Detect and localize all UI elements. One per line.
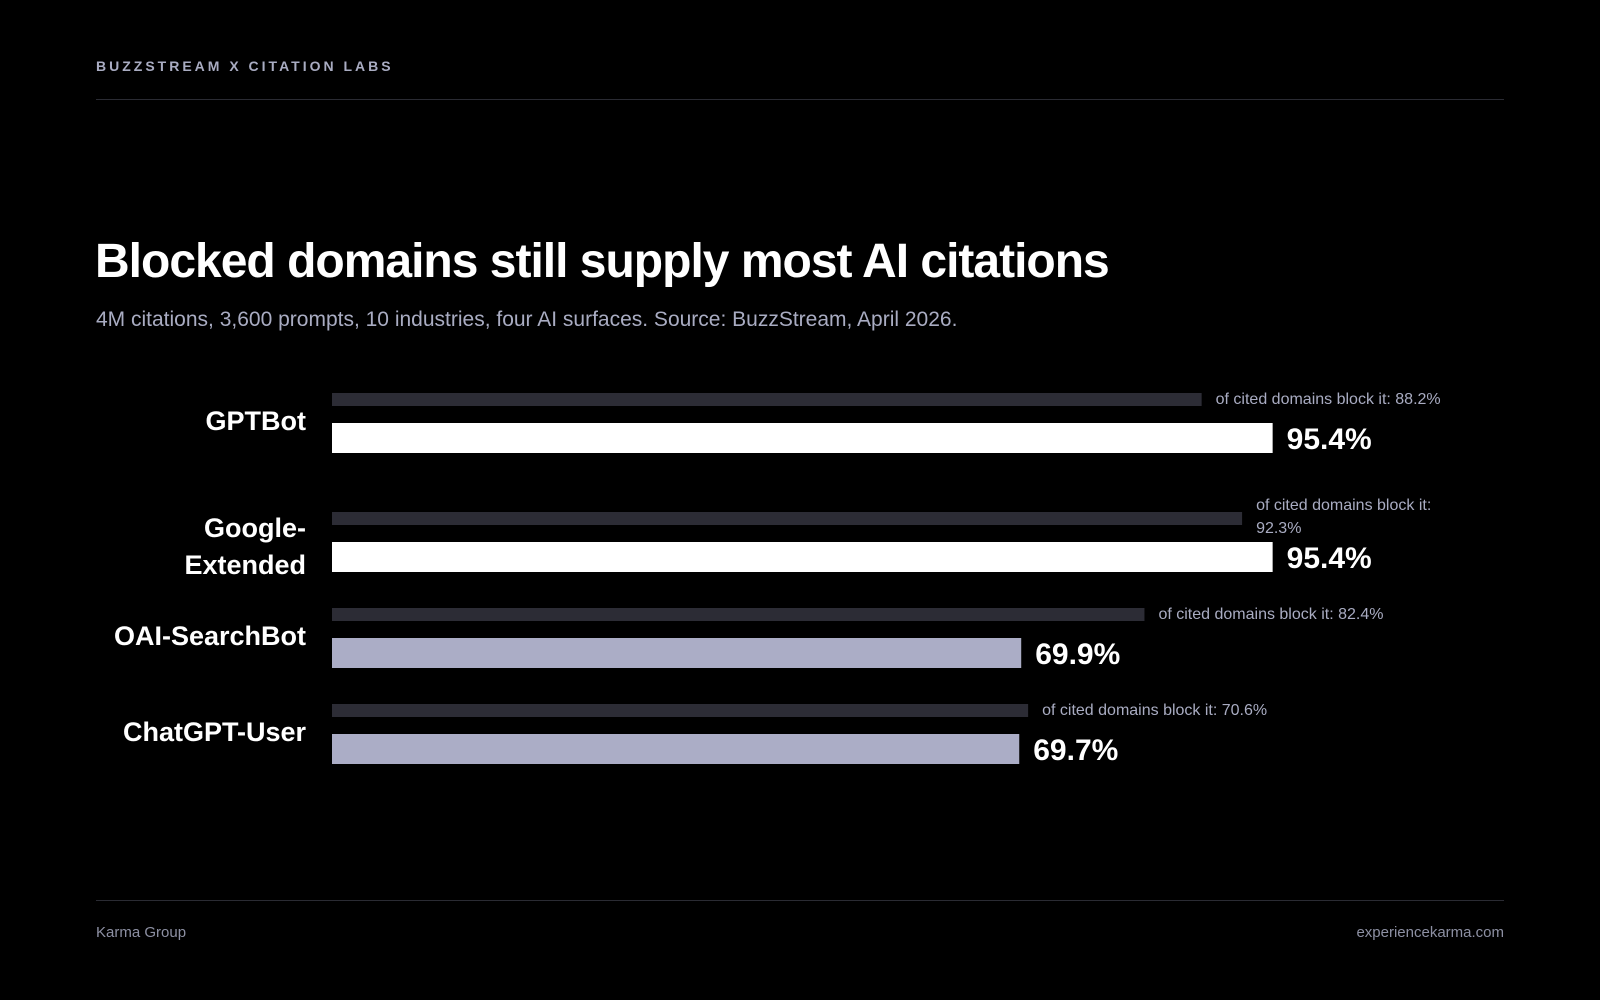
category-label-line: GPTBot: [206, 406, 307, 436]
footer-brand: Karma Group: [96, 924, 187, 941]
footer-divider: [96, 900, 1504, 901]
primary-bar: [332, 638, 1022, 668]
secondary-bar-label: of cited domains block it: 82.4%: [1158, 606, 1383, 623]
primary-bar-value: 95.4%: [1287, 423, 1372, 456]
category-label: OAI-SearchBot: [114, 621, 306, 651]
category-label-line: ChatGPT-User: [123, 717, 307, 747]
primary-bar: [332, 542, 1273, 572]
header-divider: [96, 99, 1504, 100]
secondary-bar-label: of cited domains block it: 70.6%: [1042, 702, 1267, 719]
category-label-line: Google-: [204, 513, 306, 543]
secondary-bar: [332, 512, 1243, 525]
secondary-bar-label-line: of cited domains block it: 82.4%: [1158, 606, 1383, 623]
primary-bar: [332, 423, 1273, 453]
secondary-bar-label-line: of cited domains block it:: [1256, 497, 1431, 514]
secondary-bar: [332, 393, 1202, 406]
category-label-line: Extended: [184, 550, 306, 580]
secondary-bar: [332, 704, 1029, 717]
primary-bar-value: 95.4%: [1287, 542, 1372, 575]
chart-title: Blocked domains still supply most AI cit…: [95, 235, 1110, 288]
primary-bar: [332, 734, 1020, 764]
secondary-bar: [332, 608, 1145, 621]
header-kicker: BUZZSTREAM X CITATION LABS: [96, 58, 394, 74]
secondary-bar-label-line: of cited domains block it: 88.2%: [1216, 391, 1441, 408]
secondary-bar-label-line: of cited domains block it: 70.6%: [1042, 702, 1267, 719]
category-label: GPTBot: [206, 406, 307, 436]
primary-bar-value: 69.9%: [1035, 638, 1120, 671]
chart-subtitle: 4M citations, 3,600 prompts, 10 industri…: [96, 308, 958, 331]
secondary-bar-label: of cited domains block it: 92.3%: [1256, 497, 1431, 537]
category-label: Google- Extended: [184, 513, 306, 580]
primary-bar-value: 69.7%: [1033, 734, 1118, 767]
secondary-bar-label-line: 92.3%: [1256, 520, 1301, 537]
category-label-line: OAI-SearchBot: [114, 621, 306, 651]
footer-website: experiencekarma.com: [1356, 924, 1504, 941]
secondary-bar-label: of cited domains block it: 88.2%: [1216, 391, 1441, 408]
category-label: ChatGPT-User: [123, 717, 307, 747]
